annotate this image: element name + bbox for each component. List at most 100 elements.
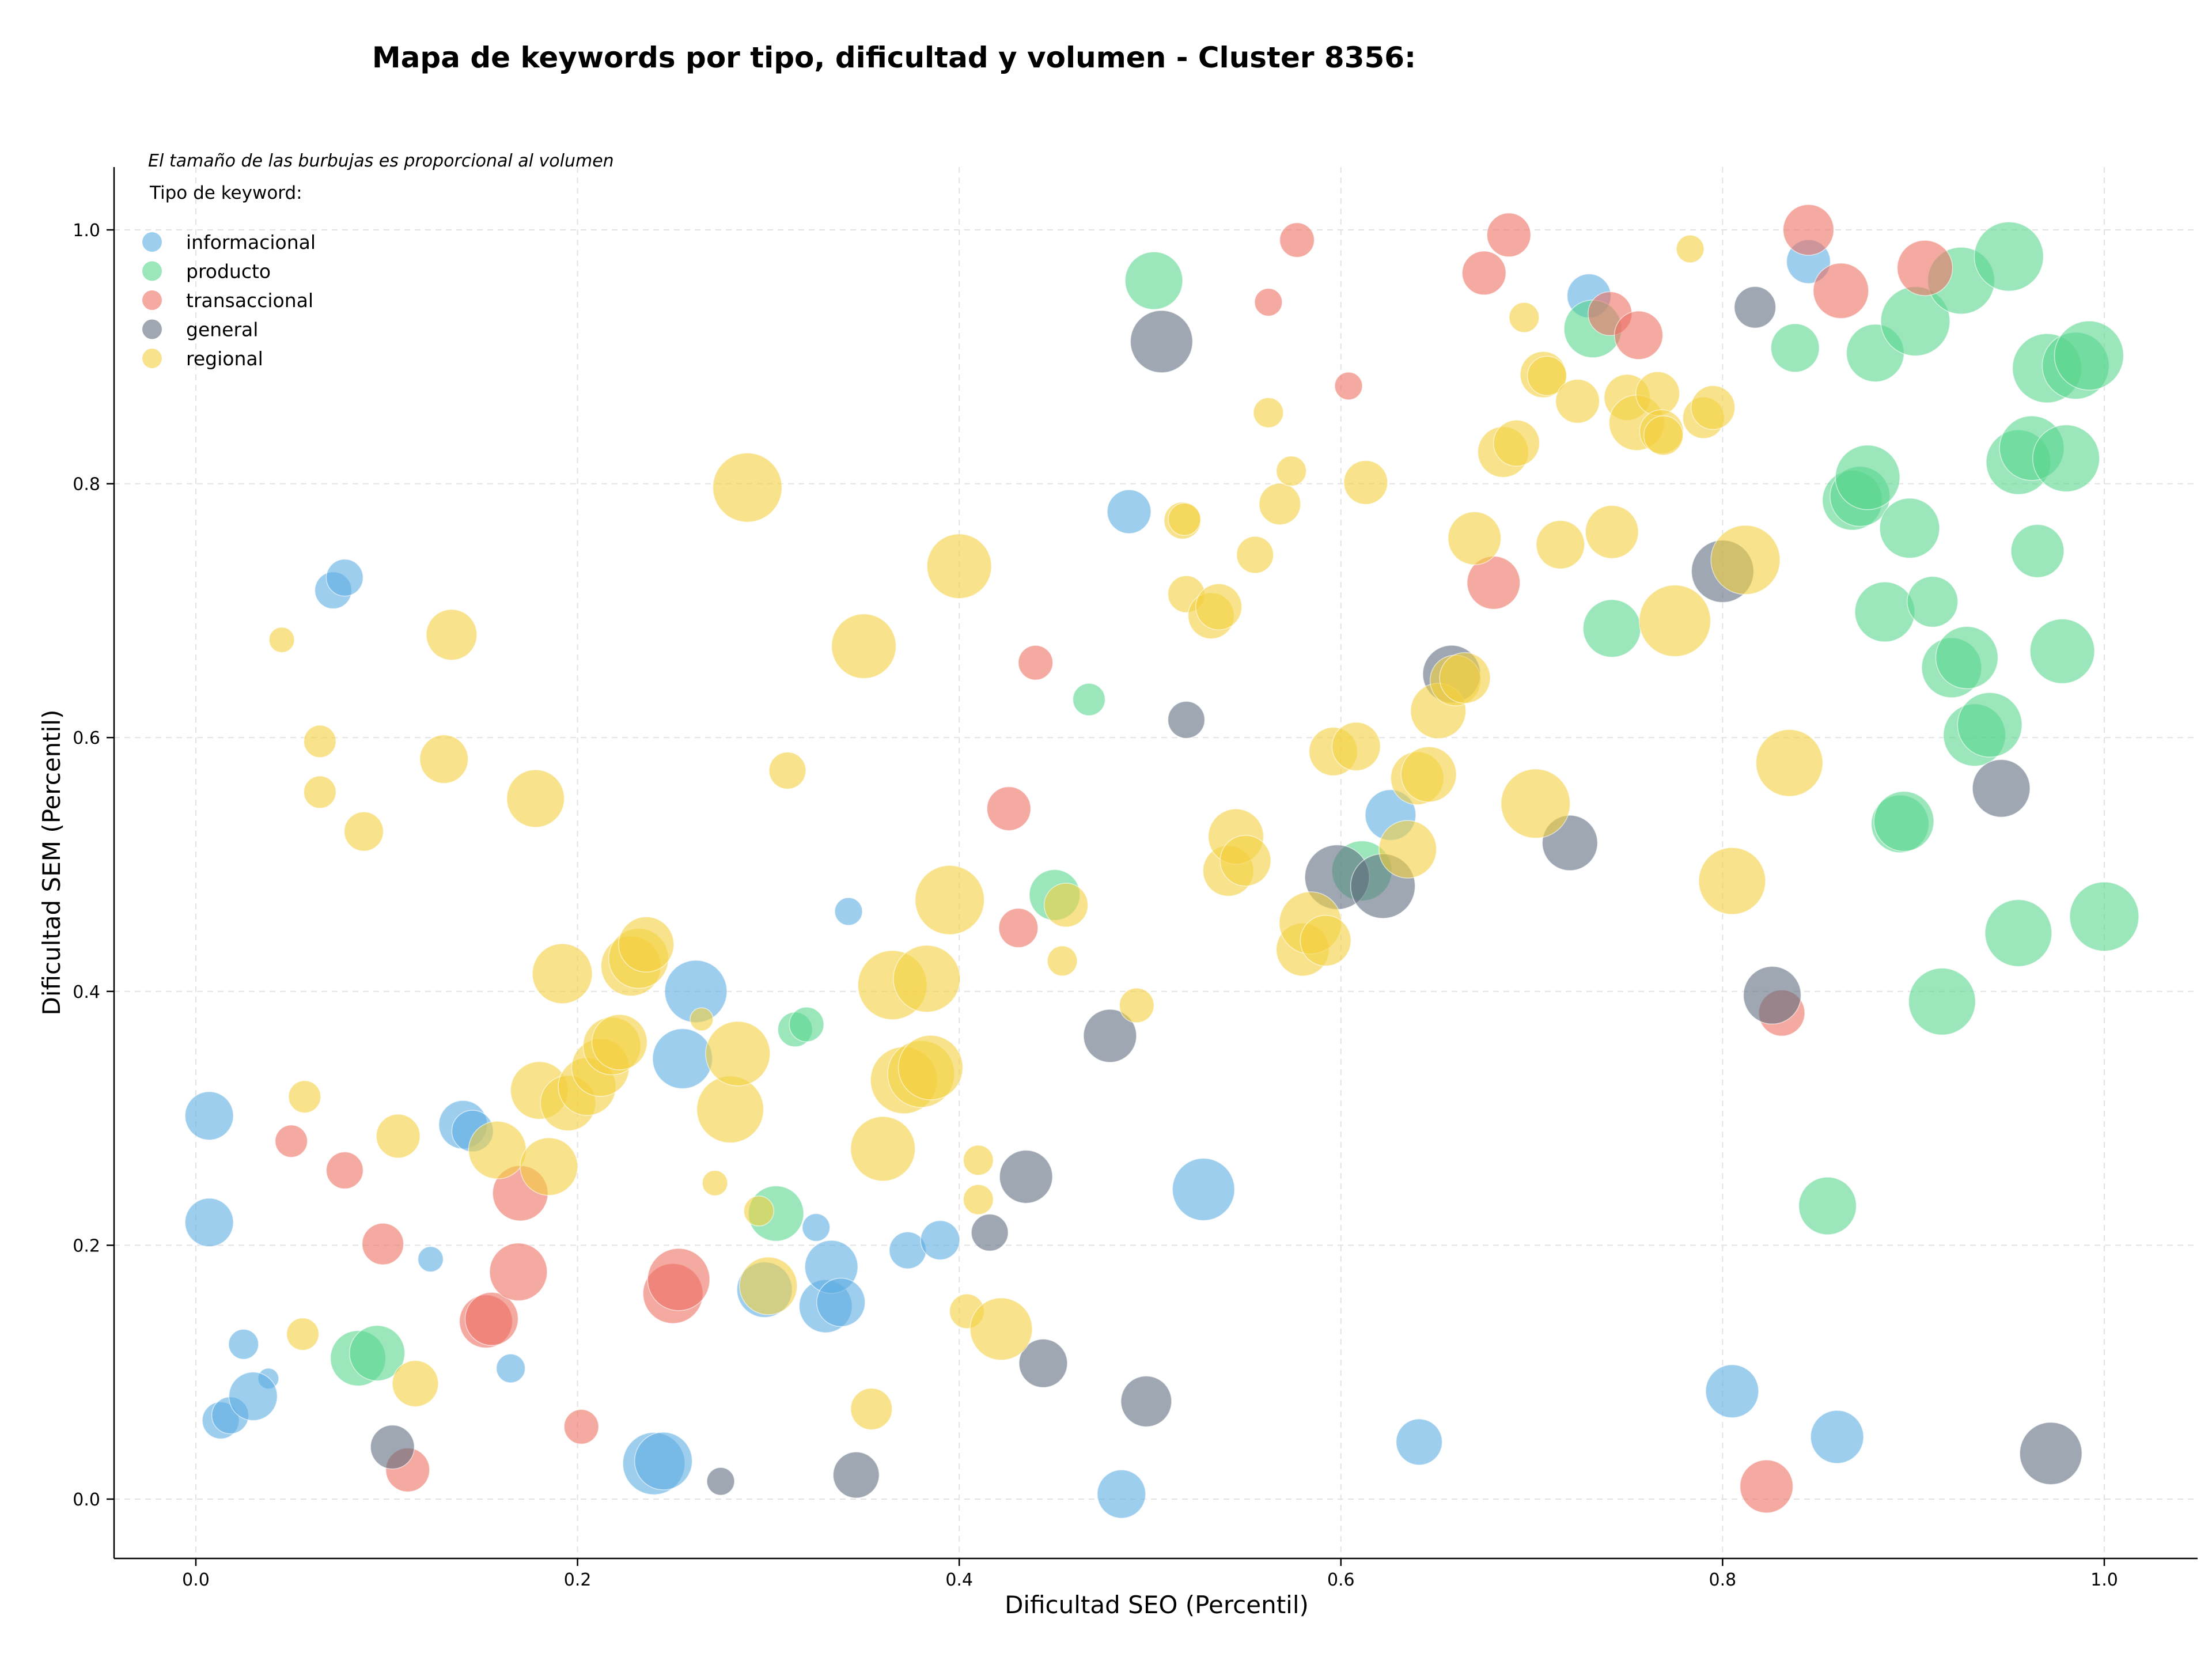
data-point bbox=[1447, 511, 1502, 566]
data-point bbox=[1935, 626, 1999, 690]
data-point bbox=[417, 1246, 444, 1273]
data-point bbox=[426, 609, 478, 661]
data-point bbox=[361, 1223, 404, 1265]
data-point bbox=[696, 1075, 764, 1144]
data-point bbox=[1018, 1338, 1068, 1388]
data-point bbox=[920, 1220, 960, 1261]
data-point bbox=[1236, 536, 1274, 574]
data-point bbox=[1974, 221, 2044, 292]
data-point bbox=[690, 1007, 714, 1032]
data-point bbox=[1739, 1459, 1794, 1514]
data-point bbox=[1755, 729, 1824, 797]
data-point bbox=[850, 1116, 916, 1182]
data-point bbox=[1810, 1410, 1864, 1464]
data-point bbox=[1782, 204, 1835, 256]
data-point bbox=[963, 1145, 994, 1176]
data-point bbox=[832, 1451, 880, 1499]
data-point bbox=[1957, 692, 2022, 758]
data-point bbox=[897, 1035, 964, 1100]
data-point bbox=[768, 751, 806, 790]
data-point bbox=[963, 1184, 994, 1215]
chart-title: Mapa de keywords por tipo, dificultad y … bbox=[372, 41, 1416, 74]
data-point bbox=[286, 1317, 320, 1351]
series-informacional bbox=[184, 239, 1864, 1519]
data-point bbox=[1300, 914, 1352, 967]
data-point bbox=[1509, 302, 1540, 333]
data-point bbox=[652, 1028, 713, 1089]
y-tick-label: 1.0 bbox=[73, 221, 100, 241]
y-tick-label: 0.2 bbox=[73, 1236, 100, 1256]
x-tick-label: 0.0 bbox=[182, 1570, 210, 1590]
data-point bbox=[1743, 966, 1802, 1025]
data-point bbox=[816, 1277, 866, 1327]
data-point bbox=[1378, 820, 1437, 879]
data-point bbox=[986, 786, 1032, 831]
data-point bbox=[789, 1007, 824, 1042]
data-point bbox=[184, 1091, 234, 1141]
x-tick-label: 0.2 bbox=[564, 1570, 592, 1590]
y-tick-label: 0.8 bbox=[73, 475, 100, 495]
data-point bbox=[343, 811, 384, 852]
data-point bbox=[468, 1121, 527, 1179]
data-point bbox=[1770, 323, 1820, 373]
data-point bbox=[1613, 311, 1664, 360]
data-point bbox=[1873, 790, 1934, 852]
y-tick-label: 0.6 bbox=[73, 728, 100, 748]
axes bbox=[113, 167, 2198, 1560]
data-point bbox=[1643, 415, 1684, 456]
data-point bbox=[850, 1387, 893, 1431]
x-tick-label: 0.4 bbox=[945, 1570, 973, 1590]
data-point bbox=[228, 1371, 278, 1421]
data-point bbox=[801, 1213, 831, 1242]
data-point bbox=[563, 1409, 599, 1445]
data-point bbox=[1120, 1375, 1172, 1428]
y-axis-label: Dificultad SEM (Percentil) bbox=[37, 710, 66, 1016]
data-point bbox=[1710, 525, 1781, 595]
data-point bbox=[419, 734, 469, 784]
data-point bbox=[520, 1137, 578, 1196]
data-point bbox=[926, 534, 992, 599]
data-point bbox=[2032, 424, 2100, 493]
data-point bbox=[184, 1197, 234, 1247]
data-point bbox=[1395, 1418, 1443, 1466]
legend-marker bbox=[142, 319, 162, 339]
data-point bbox=[893, 945, 961, 1013]
data-point bbox=[1047, 945, 1078, 977]
data-point bbox=[1896, 240, 1953, 296]
data-point bbox=[1259, 483, 1301, 525]
data-point bbox=[2010, 524, 2065, 578]
data-point bbox=[1219, 835, 1271, 887]
data-point bbox=[971, 1213, 1009, 1252]
data-point bbox=[464, 1292, 519, 1346]
data-point bbox=[1439, 652, 1491, 704]
data-point bbox=[288, 1080, 321, 1114]
data-point bbox=[1461, 251, 1507, 296]
data-point bbox=[274, 1125, 308, 1158]
data-point bbox=[489, 1242, 548, 1301]
data-point bbox=[1119, 987, 1155, 1023]
data-point bbox=[1527, 355, 1567, 396]
data-point bbox=[1585, 505, 1639, 559]
legend-label: general bbox=[186, 319, 258, 341]
data-point bbox=[706, 1467, 735, 1496]
data-point bbox=[1984, 899, 2052, 967]
data-point bbox=[1279, 222, 1315, 258]
data-point bbox=[969, 1297, 1033, 1361]
data-point bbox=[2019, 1421, 2082, 1485]
data-point bbox=[831, 613, 897, 679]
data-point bbox=[1167, 701, 1206, 739]
legend-label: regional bbox=[186, 347, 263, 370]
data-point bbox=[1334, 372, 1363, 400]
legend-marker bbox=[142, 261, 162, 281]
data-point bbox=[2069, 881, 2139, 952]
data-point bbox=[1879, 497, 1940, 559]
data-point bbox=[1638, 584, 1711, 657]
data-point bbox=[1107, 489, 1152, 534]
data-point bbox=[1582, 599, 1641, 658]
x-tick-label: 0.8 bbox=[1709, 1570, 1737, 1590]
data-points bbox=[184, 204, 2139, 1519]
data-point bbox=[376, 1114, 421, 1159]
data-point bbox=[618, 916, 675, 973]
data-point bbox=[1635, 371, 1680, 416]
